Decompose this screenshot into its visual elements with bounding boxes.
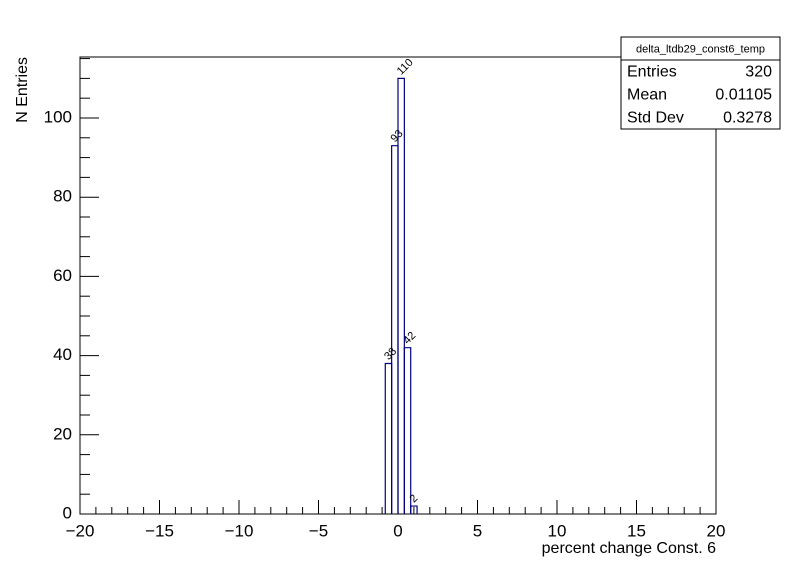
stats-label: Mean xyxy=(627,87,667,104)
bar xyxy=(403,347,412,514)
x-tick-label: −10 xyxy=(225,521,254,540)
stats-value: 320 xyxy=(745,64,772,81)
y-tick-label: 20 xyxy=(53,424,72,443)
stats-value: 0.3278 xyxy=(723,110,772,127)
x-tick-label: −5 xyxy=(309,521,328,540)
stats-title: delta_ltdb29_const6_temp xyxy=(636,43,765,55)
stats-value: 0.01105 xyxy=(715,87,772,104)
x-tick-label: −15 xyxy=(145,521,174,540)
y-tick-label: 80 xyxy=(53,187,72,206)
x-tick-label: −20 xyxy=(66,521,95,540)
x-tick-label: 20 xyxy=(707,521,726,540)
stats-label: Entries xyxy=(627,64,677,81)
y-tick-label: 0 xyxy=(63,503,72,522)
x-tick-label: 10 xyxy=(548,521,567,540)
y-tick-label: 100 xyxy=(44,107,72,126)
y-tick-label: 60 xyxy=(53,266,72,285)
x-tick-label: 0 xyxy=(393,521,402,540)
stats-label: Std Dev xyxy=(627,110,684,127)
y-tick-label: 40 xyxy=(53,345,72,364)
stats-box xyxy=(620,36,781,130)
y-axis-label: N Entries xyxy=(14,57,31,123)
bar xyxy=(397,77,405,514)
bar xyxy=(410,505,418,514)
x-axis-label: percent change Const. 6 xyxy=(542,540,716,557)
x-tick-label: 5 xyxy=(473,521,482,540)
x-tick-label: 15 xyxy=(627,521,646,540)
